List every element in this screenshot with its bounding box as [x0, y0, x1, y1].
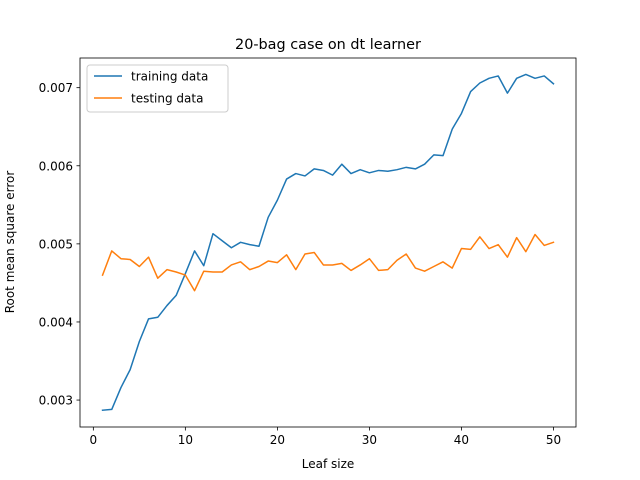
y-axis-ticks: 0.003 0.004 0.005 0.006 0.007 — [39, 81, 80, 408]
plot-area: 0 10 20 30 40 50 0.003 0.004 0.005 0.006 0.007 — [39, 57, 577, 447]
y-tick-label: 0.007 — [39, 81, 73, 95]
x-tick-label: 40 — [454, 433, 469, 447]
x-tick-label: 20 — [270, 433, 285, 447]
y-tick-label: 0.006 — [39, 159, 73, 173]
y-axis-label: Root mean square error — [3, 171, 17, 314]
y-tick-label: 0.003 — [39, 394, 73, 408]
series-line-training — [101, 73, 555, 412]
x-axis-label: Leaf size — [302, 457, 355, 471]
x-tick-label: 50 — [546, 433, 561, 447]
x-axis-ticks: 0 10 20 30 40 50 — [90, 427, 561, 447]
series-layer — [101, 73, 555, 412]
x-tick-label: 10 — [178, 433, 193, 447]
series-line-testing — [101, 233, 555, 292]
y-tick-label: 0.005 — [39, 237, 73, 251]
legend-label-testing: testing data — [131, 92, 203, 106]
y-tick-label: 0.004 — [39, 315, 73, 329]
legend-label-training: training data — [131, 70, 208, 84]
x-tick-label: 0 — [90, 433, 98, 447]
legend: training data testing data — [86, 64, 229, 113]
plot-frame — [79, 57, 577, 428]
legend-box — [86, 64, 229, 113]
chart-title: 20-bag case on dt learner — [235, 37, 421, 53]
x-tick-label: 30 — [362, 433, 377, 447]
